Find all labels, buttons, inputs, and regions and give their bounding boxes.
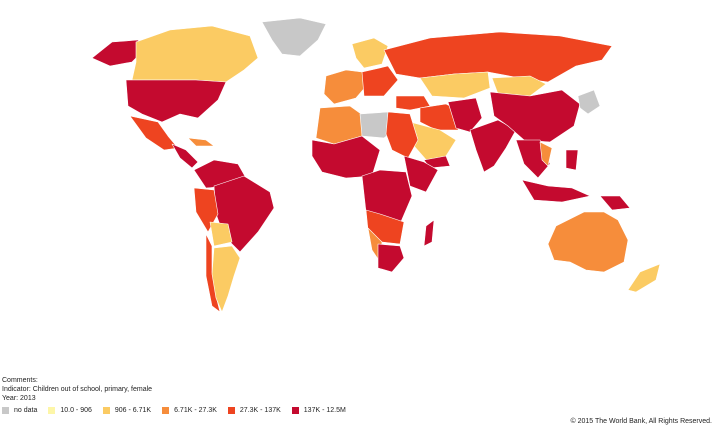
world-choropleth-map xyxy=(91,17,661,313)
india[interactable] xyxy=(469,119,517,173)
central-america[interactable] xyxy=(171,143,199,169)
egypt-sudan[interactable] xyxy=(385,111,419,159)
greenland[interactable] xyxy=(261,17,327,57)
indonesia[interactable] xyxy=(521,179,591,203)
legend-label: 10.0 - 906 xyxy=(60,406,92,414)
legend-swatch xyxy=(291,406,299,414)
legend-swatch xyxy=(102,406,110,414)
chile[interactable] xyxy=(205,233,221,313)
china[interactable] xyxy=(489,89,581,143)
western-europe[interactable] xyxy=(323,69,369,105)
argentina[interactable] xyxy=(211,245,241,313)
south-africa[interactable] xyxy=(377,243,405,273)
bolivia[interactable] xyxy=(209,221,233,247)
eastern-europe[interactable] xyxy=(361,65,399,97)
comments-label: Comments: xyxy=(2,377,38,384)
indicator-label: Indicator: Children out of school, prima… xyxy=(2,386,153,393)
legend-item-bin1: 10.0 - 906 xyxy=(48,406,92,414)
canada[interactable] xyxy=(131,25,259,83)
legend-label: no data xyxy=(14,406,38,414)
legend-item-bin4: 27.3K - 137K xyxy=(227,406,281,414)
papua-new-guinea[interactable] xyxy=(599,195,631,211)
legend-label: 137K - 12.5M xyxy=(303,406,346,414)
mexico[interactable] xyxy=(129,115,179,151)
philippines[interactable] xyxy=(565,149,579,171)
legend-label: 27.3K - 137K xyxy=(239,406,281,414)
legend-item-no-data: no data xyxy=(2,406,38,414)
legend-label: 906 - 6.71K xyxy=(114,406,152,414)
legend-item-bin5: 137K - 12.5M xyxy=(291,406,346,414)
legend-swatch xyxy=(227,406,235,414)
new-zealand[interactable] xyxy=(627,263,661,293)
kazakhstan[interactable] xyxy=(419,71,491,99)
cuba[interactable] xyxy=(187,137,215,147)
mongolia[interactable] xyxy=(491,75,547,97)
legend-swatch xyxy=(162,406,170,414)
copyright-notice: © 2015 The World Bank, All Rights Reserv… xyxy=(570,418,712,425)
legend-label: 6.71K - 27.3K xyxy=(174,406,217,414)
legend-item-bin2: 906 - 6.71K xyxy=(102,406,152,414)
year-label: Year: 2013 xyxy=(2,395,36,402)
vietnam[interactable] xyxy=(539,141,553,167)
afghanistan-pakistan[interactable] xyxy=(447,97,483,133)
horn-of-africa[interactable] xyxy=(403,155,439,193)
madagascar[interactable] xyxy=(423,219,435,247)
usa[interactable] xyxy=(125,79,227,123)
legend-swatch xyxy=(48,406,56,414)
legend-item-bin3: 6.71K - 27.3K xyxy=(162,406,217,414)
map-legend: no data 10.0 - 906 906 - 6.71K 6.71K - 2… xyxy=(2,405,357,415)
west-africa[interactable] xyxy=(311,135,381,179)
scandinavia[interactable] xyxy=(351,37,389,69)
russia[interactable] xyxy=(383,31,613,83)
australia[interactable] xyxy=(547,211,629,273)
legend-swatch xyxy=(2,406,9,414)
korea-japan[interactable] xyxy=(577,89,601,115)
